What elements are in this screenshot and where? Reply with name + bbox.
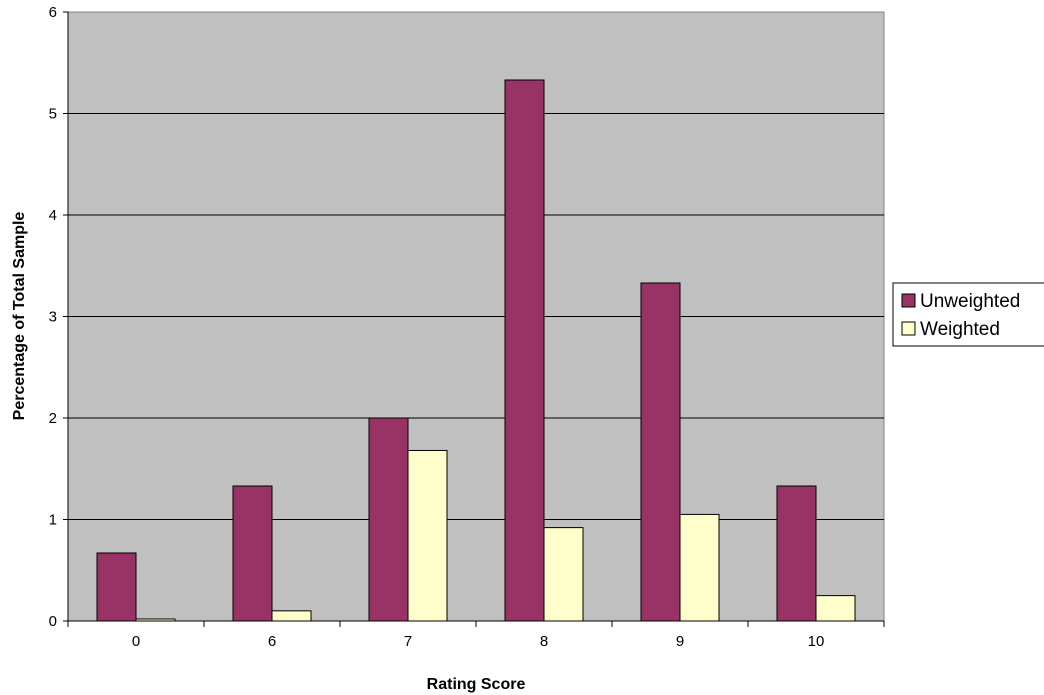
bar-unweighted-0 bbox=[96, 552, 137, 622]
y-tick-label: 3 bbox=[49, 309, 57, 326]
y-tick-label: 2 bbox=[49, 410, 57, 427]
x-tick-label: 6 bbox=[268, 633, 276, 650]
x-tick-label: 9 bbox=[676, 633, 684, 650]
bar-weighted-8 bbox=[543, 527, 584, 622]
y-tick-labels: 0 1 2 3 4 5 6 bbox=[49, 4, 68, 630]
bar-unweighted-9 bbox=[640, 282, 681, 622]
legend-box bbox=[892, 282, 1044, 347]
y-tick-label: 4 bbox=[49, 207, 57, 224]
legend: Unweighted Weighted bbox=[892, 282, 1044, 347]
x-tick-label: 7 bbox=[404, 633, 412, 650]
bar-weighted-9 bbox=[679, 513, 720, 622]
x-tick-label: 8 bbox=[540, 633, 548, 650]
y-tick-label: 0 bbox=[49, 613, 57, 630]
bar-unweighted-6 bbox=[232, 485, 273, 622]
bar-weighted-7 bbox=[407, 449, 448, 622]
bar-unweighted-10 bbox=[776, 485, 817, 622]
x-axis-title: Rating Score bbox=[427, 676, 526, 693]
legend-label-weighted: Weighted bbox=[920, 319, 1000, 340]
legend-swatch-weighted bbox=[901, 321, 916, 336]
y-tick-label: 6 bbox=[49, 4, 57, 21]
bar-weighted-6 bbox=[271, 610, 312, 622]
bar-unweighted-8 bbox=[504, 79, 545, 622]
bars bbox=[96, 79, 856, 622]
gridlines bbox=[68, 113, 884, 520]
bar-weighted-10 bbox=[815, 595, 856, 622]
y-axis-title: Percentage of Total Sample bbox=[11, 212, 28, 421]
bar-unweighted-7 bbox=[368, 417, 409, 622]
x-tick-labels: 0 6 7 8 9 10 bbox=[67, 621, 885, 650]
legend-swatch-unweighted bbox=[901, 293, 916, 308]
legend-label-unweighted: Unweighted bbox=[920, 291, 1020, 312]
x-tick-label: 10 bbox=[808, 633, 825, 650]
x-tick-label: 0 bbox=[132, 633, 140, 650]
y-tick-label: 1 bbox=[49, 512, 57, 529]
y-tick-label: 5 bbox=[49, 106, 57, 123]
